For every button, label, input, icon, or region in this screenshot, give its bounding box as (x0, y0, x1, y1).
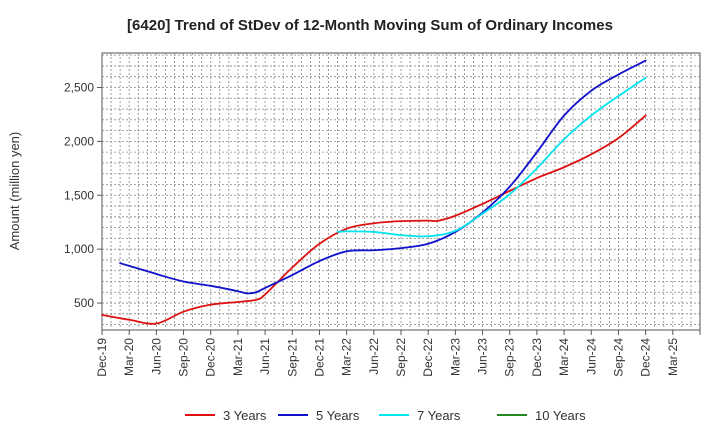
x-tick-label: Sep-21 (285, 338, 299, 377)
x-tick-label: Sep-24 (611, 338, 625, 377)
series-line-3-years (101, 114, 647, 325)
y-tick-label: 500 (74, 296, 94, 310)
legend: 3 Years 5 Years 7 Years 10 Years (185, 408, 586, 423)
y-tick-label: 2,000 (64, 134, 94, 148)
y-tick-label: 1,000 (64, 242, 94, 256)
legend-label-5-years: 5 Years (316, 408, 360, 423)
x-tick-label: Dec-23 (530, 338, 544, 377)
x-tick-label: Jun-22 (367, 338, 381, 375)
x-tick-label: Jun-20 (149, 338, 163, 375)
x-tick-label: Mar-23 (448, 338, 462, 376)
x-tick-label: Mar-25 (666, 338, 680, 376)
legend-label-7-years: 7 Years (417, 408, 461, 423)
x-tick-label: Jun-23 (476, 338, 490, 375)
x-tick-label: Jun-24 (584, 338, 598, 375)
x-tick-label: Jun-21 (258, 338, 272, 375)
x-tick-label: Dec-24 (639, 338, 653, 377)
legend-label-3-years: 3 Years (223, 408, 267, 423)
chart-title: [6420] Trend of StDev of 12-Month Moving… (127, 17, 613, 34)
x-tick-label: Sep-22 (394, 338, 408, 377)
y-axis-ticks: 500 1,000 1,500 2,000 2,500 (64, 80, 102, 310)
series-line-7-years (336, 76, 647, 238)
x-tick-label: Mar-22 (340, 338, 354, 376)
x-tick-label: Mar-24 (557, 338, 571, 376)
x-tick-label: Mar-21 (231, 338, 245, 376)
x-tick-label: Dec-20 (204, 338, 218, 377)
series-line-5-years (119, 59, 647, 295)
legend-label-10-years: 10 Years (535, 408, 586, 423)
x-tick-label: Mar-20 (122, 338, 136, 376)
x-tick-label: Sep-20 (177, 338, 191, 377)
series-lines (101, 59, 647, 325)
y-axis-label: Amount (million yen) (7, 132, 22, 251)
y-tick-label: 1,500 (64, 188, 94, 202)
x-tick-label: Sep-23 (503, 338, 517, 377)
x-axis-ticks: Dec-19 Mar-20 Jun-20 Sep-20 Dec-20 Mar-21 Jun-… (95, 330, 701, 377)
x-tick-label: Dec-19 (95, 338, 109, 377)
x-tick-label: Dec-22 (421, 338, 435, 377)
x-tick-label: Dec-21 (312, 338, 326, 377)
y-tick-label: 2,500 (64, 80, 94, 94)
